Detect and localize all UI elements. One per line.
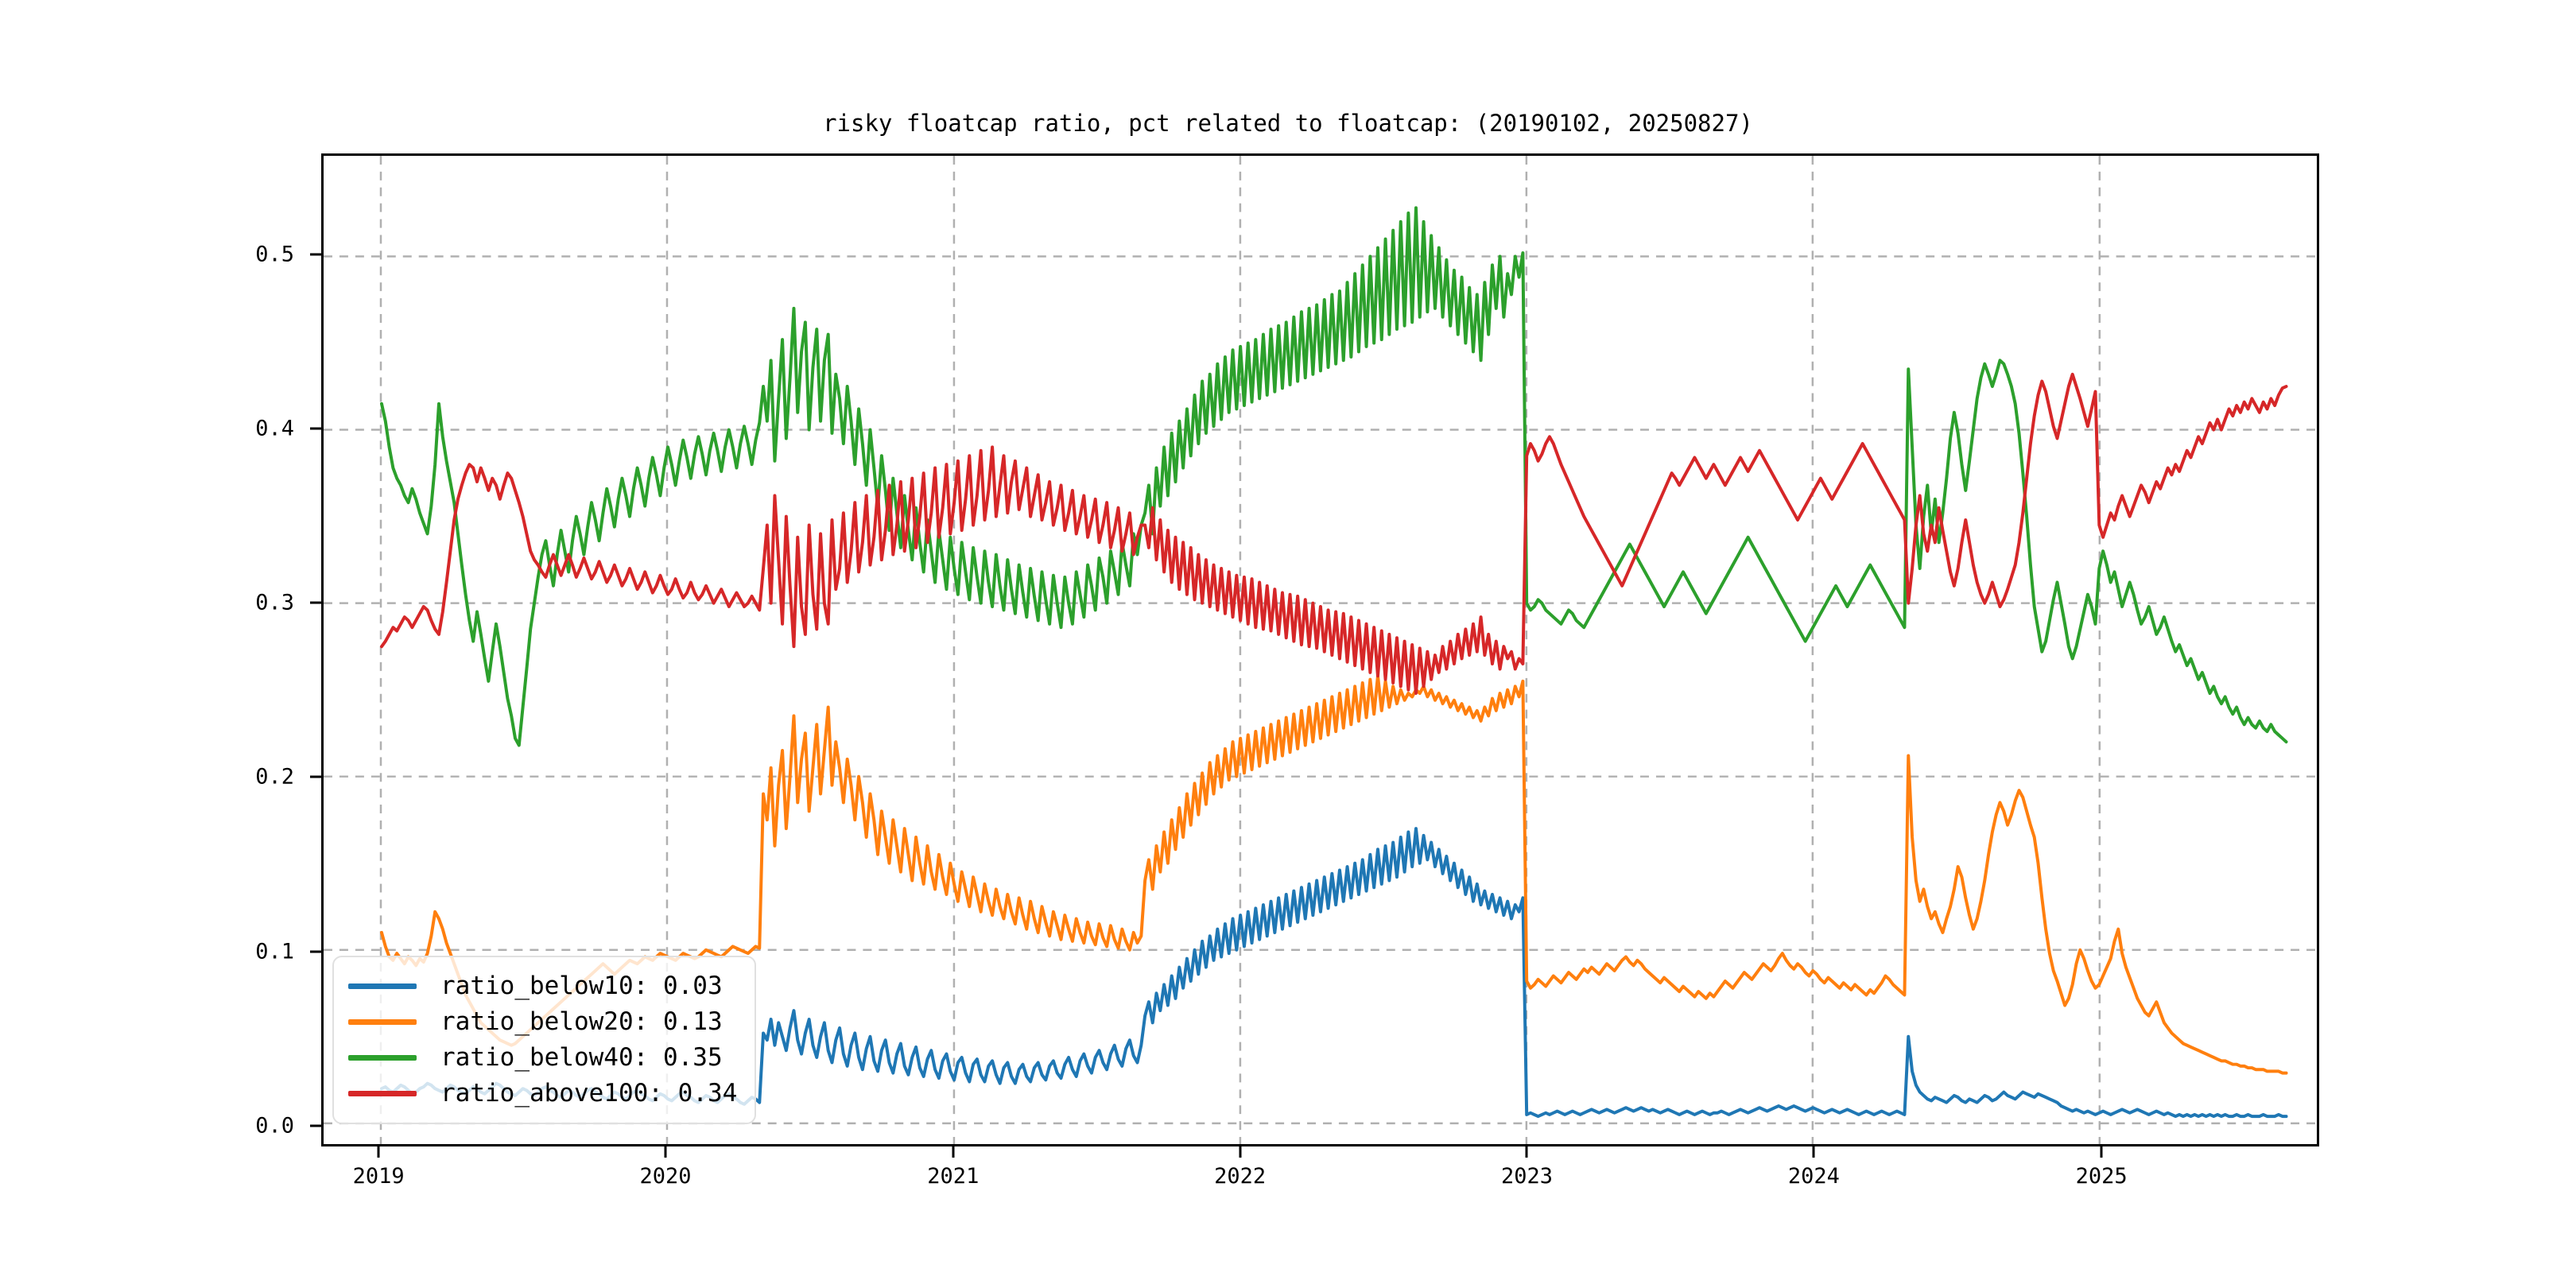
x-axis-tick-label: 2023 bbox=[1500, 1164, 1553, 1189]
x-axis-tick-label: 2019 bbox=[352, 1164, 405, 1189]
y-axis-tick-mark bbox=[310, 427, 321, 430]
legend-color-swatch bbox=[348, 1055, 417, 1061]
y-axis-tick-label: 0.0 bbox=[255, 1113, 294, 1139]
y-axis-tick-label: 0.1 bbox=[255, 939, 294, 964]
x-axis-tick-label: 2021 bbox=[927, 1164, 980, 1189]
x-axis-tick-mark bbox=[1525, 1146, 1528, 1158]
legend-color-swatch bbox=[348, 983, 417, 989]
legend-color-swatch bbox=[348, 1019, 417, 1025]
legend-item-ratio_above100[interactable]: ratio_above100: 0.34 bbox=[348, 1076, 737, 1111]
x-axis-tick-label: 2020 bbox=[639, 1164, 692, 1189]
y-axis-tick-label: 0.4 bbox=[255, 416, 294, 441]
legend-item-ratio_below10[interactable]: ratio_below10: 0.03 bbox=[348, 968, 737, 1004]
series-line-ratio_above100 bbox=[379, 372, 2288, 696]
x-axis-tick-label: 2025 bbox=[2075, 1164, 2128, 1189]
y-axis-tick-label: 0.2 bbox=[255, 764, 294, 789]
y-axis-tick-mark bbox=[310, 253, 321, 256]
chart-legend: ratio_below10: 0.03 ratio_below20: 0.13 ra… bbox=[332, 956, 757, 1124]
legend-color-swatch bbox=[348, 1091, 417, 1096]
x-axis-tick-mark bbox=[2100, 1146, 2103, 1158]
legend-label: ratio_above100: 0.34 bbox=[440, 1079, 738, 1108]
series-line-ratio_below40 bbox=[379, 206, 2288, 747]
x-axis-tick-mark bbox=[1812, 1146, 1815, 1158]
legend-item-ratio_below40[interactable]: ratio_below40: 0.35 bbox=[348, 1040, 737, 1076]
y-axis-tick-mark bbox=[310, 950, 321, 953]
legend-item-ratio_below20[interactable]: ratio_below20: 0.13 bbox=[348, 1004, 737, 1040]
y-axis-tick-label: 0.5 bbox=[255, 242, 294, 267]
legend-label: ratio_below40: 0.35 bbox=[440, 1043, 723, 1072]
y-axis-tick-mark bbox=[310, 601, 321, 604]
x-axis-tick-mark bbox=[952, 1146, 955, 1158]
y-axis-tick-mark bbox=[310, 1124, 321, 1127]
x-axis-tick-mark bbox=[1239, 1146, 1242, 1158]
page-title: risky floatcap ratio, pct related to flo… bbox=[823, 110, 1753, 137]
x-axis-tick-label: 2024 bbox=[1787, 1164, 1840, 1189]
x-axis-tick-label: 2022 bbox=[1214, 1164, 1267, 1189]
y-axis-tick-label: 0.3 bbox=[255, 590, 294, 615]
x-axis-tick-mark bbox=[377, 1146, 380, 1158]
y-axis-tick-mark bbox=[310, 775, 321, 778]
legend-label: ratio_below10: 0.03 bbox=[440, 972, 723, 1000]
legend-label: ratio_below20: 0.13 bbox=[440, 1007, 723, 1036]
x-axis-tick-mark bbox=[664, 1146, 667, 1158]
